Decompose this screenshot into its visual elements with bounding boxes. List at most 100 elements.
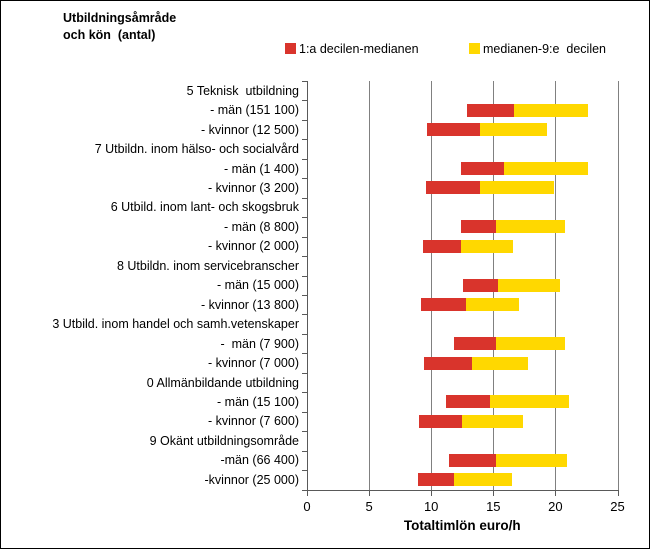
y-axis-tick bbox=[302, 450, 307, 452]
bar-segment-median-to-decile9 bbox=[514, 103, 588, 117]
legend-swatch-yellow-icon bbox=[469, 43, 480, 54]
range-bar bbox=[461, 220, 566, 234]
range-bar bbox=[467, 103, 588, 117]
range-bar bbox=[421, 298, 520, 312]
bar-segment-median-to-decile9 bbox=[453, 473, 512, 487]
range-bar bbox=[453, 337, 566, 351]
range-bar bbox=[423, 356, 529, 370]
bar-segment-decile1-to-median bbox=[427, 123, 480, 137]
x-tick-label: 0 bbox=[303, 498, 311, 514]
legend-item-lower: 1:a decilen-medianen bbox=[285, 41, 419, 56]
category-group-label: 9 Okänt utbildningsområde bbox=[149, 433, 299, 448]
range-bar bbox=[418, 414, 524, 428]
category-label: - kvinnor (7 000) bbox=[207, 356, 299, 371]
x-tick-label: 10 bbox=[423, 498, 439, 514]
x-axis-line bbox=[307, 489, 619, 491]
category-group-label: 8 Utbildn. inom servicebranscher bbox=[116, 258, 299, 273]
x-axis-tick bbox=[369, 489, 371, 496]
legend-label-upper: medianen-9:e decilen bbox=[483, 41, 606, 56]
gridline bbox=[369, 81, 371, 490]
range-bar bbox=[417, 473, 512, 487]
bar-segment-decile1-to-median bbox=[418, 414, 463, 428]
bar-segment-median-to-decile9 bbox=[462, 414, 524, 428]
category-label: -män (66 400) bbox=[220, 453, 299, 468]
range-bar bbox=[448, 453, 567, 467]
legend-swatch-red-icon bbox=[285, 43, 296, 54]
bar-segment-decile1-to-median bbox=[423, 356, 473, 370]
category-group-label: 0 Allmänbildande utbildning bbox=[146, 375, 299, 390]
bar-segment-median-to-decile9 bbox=[479, 123, 547, 137]
bar-segment-median-to-decile9 bbox=[472, 356, 529, 370]
bar-segment-decile1-to-median bbox=[461, 220, 496, 234]
category-label: - män (151 100) bbox=[210, 103, 299, 118]
category-group-label: 3 Utbild. inom handel och samh.vetenskap… bbox=[52, 317, 299, 332]
bar-segment-decile1-to-median bbox=[426, 181, 480, 195]
bar-segment-median-to-decile9 bbox=[495, 453, 567, 467]
x-axis-tick bbox=[555, 489, 557, 496]
bar-segment-decile1-to-median bbox=[417, 473, 454, 487]
x-tick-label: 25 bbox=[610, 498, 625, 514]
category-label: - kvinnor (3 200) bbox=[207, 180, 299, 195]
bar-segment-median-to-decile9 bbox=[495, 220, 566, 234]
gridline bbox=[617, 81, 619, 490]
category-group-label: 7 Utbildn. inom hälso- och socialvård bbox=[94, 142, 299, 157]
bar-segment-median-to-decile9 bbox=[489, 395, 570, 409]
category-label: - män (8 800) bbox=[223, 219, 299, 234]
y-axis-tick bbox=[302, 314, 307, 316]
range-bar bbox=[446, 395, 570, 409]
bar-segment-decile1-to-median bbox=[467, 103, 515, 117]
category-label: - män (15 000) bbox=[217, 278, 299, 293]
y-axis-tick bbox=[302, 236, 307, 238]
bar-segment-median-to-decile9 bbox=[465, 298, 520, 312]
y-axis-tick bbox=[302, 178, 307, 180]
y-axis-tick bbox=[302, 158, 307, 160]
y-axis-tick bbox=[302, 470, 307, 472]
y-axis-tick bbox=[302, 256, 307, 258]
bar-segment-median-to-decile9 bbox=[495, 337, 566, 351]
y-axis-tick bbox=[302, 411, 307, 413]
gridline bbox=[431, 81, 433, 490]
y-axis-tick bbox=[302, 81, 307, 82]
category-group-label: 5 Teknisk utbildning bbox=[186, 83, 299, 98]
range-bar bbox=[422, 239, 514, 253]
y-axis-tick bbox=[302, 100, 307, 102]
bar-segment-decile1-to-median bbox=[453, 337, 496, 351]
category-label: - kvinnor (2 000) bbox=[207, 239, 299, 254]
bar-segment-decile1-to-median bbox=[421, 298, 466, 312]
bar-segment-median-to-decile9 bbox=[461, 239, 514, 253]
legend-label-lower: 1:a decilen-medianen bbox=[299, 41, 419, 56]
range-bar bbox=[426, 181, 555, 195]
bar-segment-decile1-to-median bbox=[463, 278, 499, 292]
category-label: -kvinnor (25 000) bbox=[204, 472, 300, 487]
bar-segment-median-to-decile9 bbox=[498, 278, 561, 292]
range-bar bbox=[463, 278, 561, 292]
y-axis-tick bbox=[302, 119, 307, 121]
y-axis-tick bbox=[302, 372, 307, 374]
range-bar bbox=[461, 162, 588, 176]
x-axis-tick bbox=[617, 489, 619, 496]
x-axis-title: Totaltimlön euro/h bbox=[403, 518, 521, 533]
legend-item-upper: medianen-9:e decilen bbox=[469, 41, 606, 56]
y-axis-line bbox=[307, 81, 308, 490]
bar-segment-decile1-to-median bbox=[446, 395, 490, 409]
chart-title: Utbildningsåmråde och kön (antal) bbox=[63, 11, 177, 42]
x-tick-label: 20 bbox=[548, 498, 563, 514]
y-axis-tick bbox=[302, 197, 307, 199]
category-label: - kvinnor (7 600) bbox=[207, 414, 299, 429]
category-label: - män (15 100) bbox=[217, 394, 299, 409]
x-tick-label: 5 bbox=[365, 498, 373, 514]
y-axis-tick bbox=[302, 294, 307, 296]
x-axis-tick bbox=[431, 489, 433, 496]
category-label: - män (7 900) bbox=[220, 336, 299, 351]
category-label: - kvinnor (13 800) bbox=[201, 297, 299, 312]
x-tick-label: 15 bbox=[486, 498, 501, 514]
category-group-label: 6 Utbild. inom lant- och skogsbruk bbox=[110, 200, 299, 215]
bar-segment-decile1-to-median bbox=[422, 239, 461, 253]
y-axis-tick bbox=[302, 392, 307, 394]
category-label: - kvinnor (12 500) bbox=[201, 122, 299, 137]
bar-segment-decile1-to-median bbox=[448, 453, 496, 467]
bar-segment-median-to-decile9 bbox=[504, 162, 588, 176]
y-axis-tick bbox=[302, 275, 307, 277]
x-axis-tick bbox=[493, 489, 495, 496]
bar-segment-median-to-decile9 bbox=[479, 181, 555, 195]
